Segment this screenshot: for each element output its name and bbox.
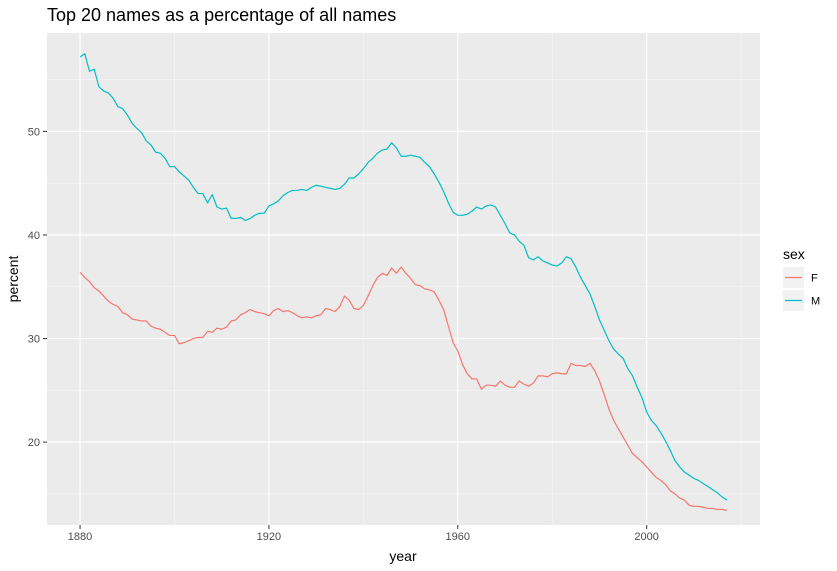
y-axis-title: percent bbox=[5, 256, 21, 303]
series-lines bbox=[79, 53, 728, 512]
x-tick-label: 2000 bbox=[634, 531, 658, 543]
legend-label-M: M bbox=[811, 296, 820, 308]
y-tick-label: 50 bbox=[28, 126, 40, 138]
minor-gridlines bbox=[47, 33, 760, 525]
chart-title: Top 20 names as a percentage of all name… bbox=[47, 5, 396, 25]
y-tick-label: 30 bbox=[28, 334, 40, 346]
x-axis: 1880 1920 1960 2000 bbox=[68, 525, 659, 543]
legend-title: sex bbox=[783, 246, 805, 262]
legend: sex FM bbox=[783, 246, 820, 311]
major-gridlines bbox=[47, 33, 760, 525]
y-axis: 20 30 40 50 bbox=[28, 126, 47, 449]
x-tick-label: 1960 bbox=[446, 531, 470, 543]
plot-panel bbox=[47, 33, 760, 525]
y-tick-label: 40 bbox=[28, 230, 40, 242]
series-line-M bbox=[79, 53, 728, 501]
y-tick-label: 20 bbox=[28, 437, 40, 449]
series-line-F bbox=[79, 266, 728, 512]
x-axis-title: year bbox=[389, 548, 417, 564]
legend-label-F: F bbox=[811, 273, 818, 285]
x-tick-label: 1880 bbox=[68, 531, 92, 543]
x-tick-label: 1920 bbox=[257, 531, 281, 543]
